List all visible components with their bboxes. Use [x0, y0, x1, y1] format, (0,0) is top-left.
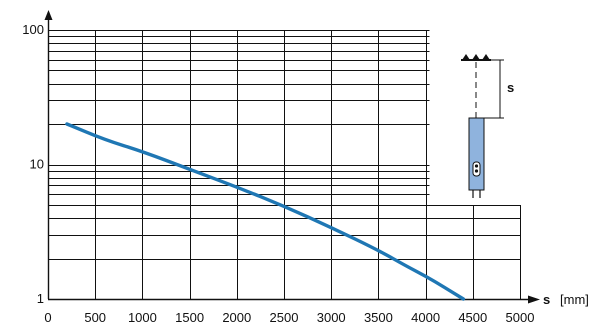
series — [65, 122, 466, 301]
y-tick-label: 1 — [37, 291, 44, 306]
x-tick-label: 4000 — [411, 310, 440, 325]
x-tick-label: 0 — [44, 310, 51, 325]
sensor-led-icon — [472, 161, 481, 177]
grid — [48, 30, 521, 299]
series-line — [65, 122, 466, 301]
x-axis-label: s [mm] — [543, 292, 589, 307]
x-tick-label: 2500 — [270, 310, 299, 325]
target-surface-icon — [461, 54, 491, 61]
y-axis-arrow — [44, 10, 53, 20]
axes — [44, 10, 540, 304]
sensor-body-icon — [468, 117, 485, 191]
x-tick-label: 500 — [84, 310, 106, 325]
x-tick-label: 3000 — [317, 310, 346, 325]
distance-label: s — [507, 80, 514, 95]
x-tick-label: 3500 — [364, 310, 393, 325]
y-tick-label: 100 — [22, 22, 44, 37]
sensor-illustration: s — [461, 54, 514, 198]
x-axis-unit: [mm] — [560, 292, 589, 307]
tick-labels: 0 500 1000 1500 2000 2500 3000 3500 4000 4500 5000… — [22, 22, 534, 325]
x-tick-label: 1500 — [175, 310, 204, 325]
x-tick-label: 2000 — [222, 310, 251, 325]
x-axis-arrow — [528, 295, 540, 304]
x-tick-label: 5000 — [506, 310, 535, 325]
y-tick-label: 10 — [30, 157, 44, 172]
x-axis-symbol: s — [543, 292, 550, 307]
x-tick-label: 1000 — [128, 310, 157, 325]
x-tick-label: 4500 — [458, 310, 487, 325]
